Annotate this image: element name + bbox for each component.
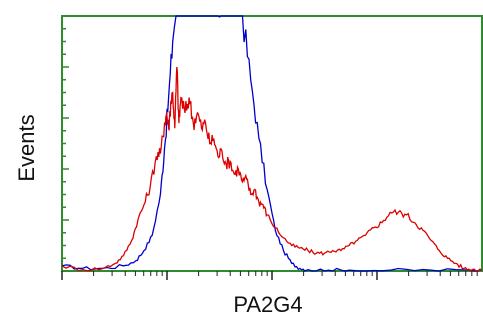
y-axis-label: Events [14,114,39,181]
series-line-red [61,66,483,272]
x-axis-ticks [61,271,478,280]
plot-area [61,15,483,272]
x-axis-label: PA2G4 [233,292,302,317]
plot-frame [61,15,483,272]
y-axis-ticks [62,15,69,272]
series-layer [61,15,483,272]
series-line-blue [61,15,483,272]
